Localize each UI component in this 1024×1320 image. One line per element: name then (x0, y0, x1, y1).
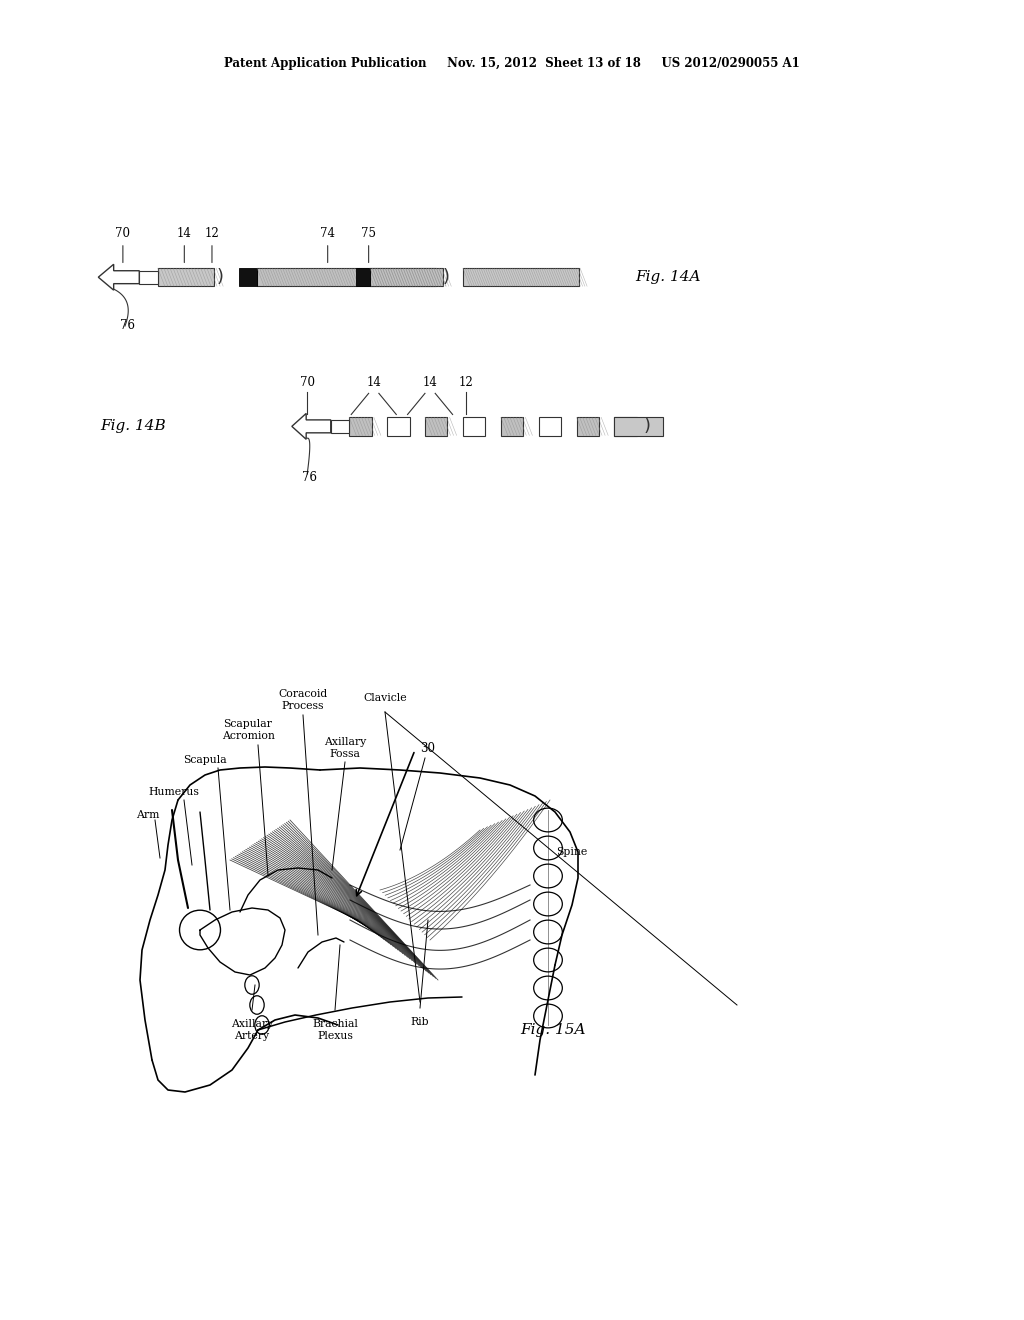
FancyBboxPatch shape (463, 268, 579, 286)
Text: Fig. 14B: Fig. 14B (100, 420, 166, 433)
FancyBboxPatch shape (139, 271, 158, 284)
Text: Scapula: Scapula (183, 755, 226, 766)
Text: Clavicle: Clavicle (364, 693, 407, 704)
Text: 30: 30 (421, 742, 435, 755)
Text: 76: 76 (120, 319, 135, 333)
FancyBboxPatch shape (158, 268, 214, 286)
Text: 75: 75 (361, 227, 376, 240)
Text: 70: 70 (300, 376, 314, 389)
Text: ): ) (644, 417, 650, 436)
FancyBboxPatch shape (239, 268, 257, 286)
FancyBboxPatch shape (577, 417, 599, 436)
Text: Fig. 14A: Fig. 14A (635, 271, 700, 284)
FancyBboxPatch shape (331, 420, 349, 433)
FancyBboxPatch shape (355, 268, 370, 286)
FancyBboxPatch shape (501, 417, 523, 436)
Polygon shape (98, 264, 139, 290)
Text: Rib: Rib (411, 1016, 429, 1027)
FancyBboxPatch shape (349, 417, 372, 436)
Text: 74: 74 (321, 227, 335, 240)
FancyBboxPatch shape (614, 417, 663, 436)
Text: ): ) (443, 268, 450, 286)
Text: Axillary
Artery: Axillary Artery (230, 1019, 273, 1040)
Text: ): ) (217, 268, 223, 286)
Text: 70: 70 (116, 227, 130, 240)
Text: 14: 14 (177, 227, 191, 240)
Text: Patent Application Publication     Nov. 15, 2012  Sheet 13 of 18     US 2012/029: Patent Application Publication Nov. 15, … (224, 57, 800, 70)
FancyBboxPatch shape (387, 417, 410, 436)
Text: Humerus: Humerus (148, 787, 200, 797)
Text: 12: 12 (459, 376, 473, 389)
Text: Arm: Arm (136, 810, 160, 820)
Text: 14: 14 (367, 376, 381, 389)
FancyBboxPatch shape (614, 417, 637, 436)
FancyBboxPatch shape (370, 268, 443, 286)
Text: Spine: Spine (556, 847, 588, 857)
Text: 76: 76 (302, 471, 317, 484)
Text: Scapular
Acromion: Scapular Acromion (221, 719, 274, 741)
Text: 12: 12 (205, 227, 219, 240)
FancyBboxPatch shape (257, 268, 436, 286)
Polygon shape (292, 413, 331, 440)
Text: Axillary
Fossa: Axillary Fossa (324, 737, 367, 759)
FancyBboxPatch shape (425, 417, 447, 436)
Text: 14: 14 (423, 376, 437, 389)
Text: Brachial
Plexus: Brachial Plexus (312, 1019, 358, 1040)
FancyBboxPatch shape (463, 417, 485, 436)
Text: Fig. 15A: Fig. 15A (520, 1023, 586, 1038)
FancyBboxPatch shape (539, 417, 561, 436)
Text: Coracoid
Process: Coracoid Process (279, 689, 328, 710)
